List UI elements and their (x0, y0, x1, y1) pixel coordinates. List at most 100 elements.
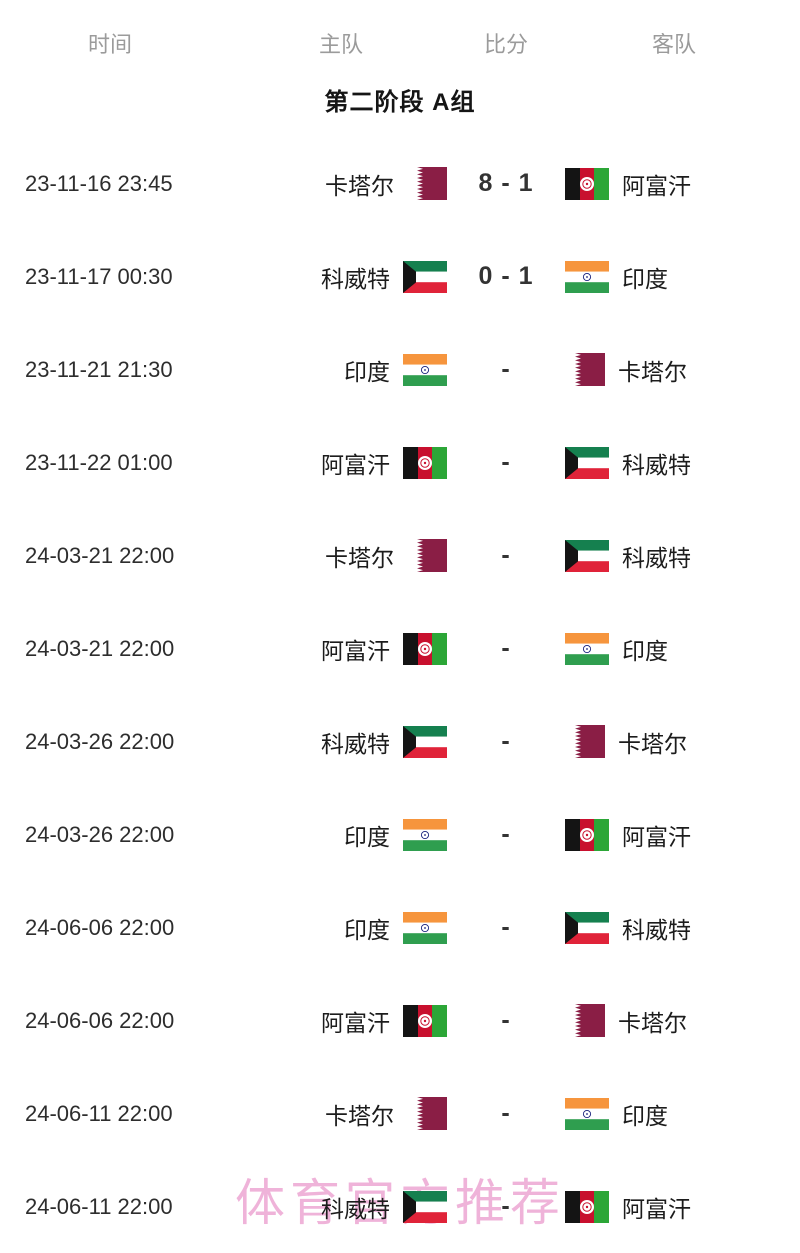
away-team-name: 科威特 (622, 544, 691, 571)
flag-qatar-icon (407, 539, 447, 572)
home-team: 科威特 (195, 260, 447, 294)
home-team-name: 科威特 (321, 730, 390, 757)
flag-kuwait-icon (565, 911, 609, 944)
home-team-name: 印度 (344, 823, 390, 850)
away-team-name: 卡塔尔 (618, 730, 687, 757)
flag-india-icon (565, 1097, 609, 1130)
match-score: - (501, 727, 511, 755)
home-team: 阿富汗 (195, 1004, 447, 1038)
away-team: 印度 (565, 260, 800, 294)
home-team-name: 科威特 (321, 265, 390, 292)
away-team-name: 印度 (622, 1102, 668, 1129)
match-row[interactable]: 24-03-26 22:00 科威特 - 卡塔尔 (0, 695, 800, 788)
away-team-name: 印度 (622, 637, 668, 664)
away-team: 科威特 (565, 446, 800, 480)
header-away: 客队 (651, 32, 696, 57)
home-team: 阿富汗 (195, 446, 447, 480)
away-team: 阿富汗 (565, 167, 800, 201)
match-row[interactable]: 23-11-21 21:30 印度 - 卡塔尔 (0, 323, 800, 416)
match-time: 23-11-16 23:45 (25, 170, 173, 196)
table-header: 时间 主队 比分 客队 (0, 0, 800, 74)
flag-qatar-icon (565, 725, 605, 758)
match-time: 24-03-26 22:00 (25, 728, 175, 754)
match-time: 24-03-21 22:00 (25, 542, 175, 568)
flag-qatar-icon (565, 1004, 605, 1037)
away-team: 阿富汗 (565, 1190, 800, 1224)
flag-kuwait-icon (565, 446, 609, 479)
away-team-name: 阿富汗 (622, 172, 691, 199)
away-team-name: 印度 (622, 265, 668, 292)
match-row[interactable]: 24-06-11 22:00 卡塔尔 - 印度 (0, 1067, 800, 1160)
home-team: 科威特 (195, 725, 447, 759)
match-score: 8 - 1 (478, 169, 534, 197)
match-score: - (501, 820, 511, 848)
flag-kuwait-icon (565, 539, 609, 572)
flag-kuwait-icon (403, 725, 447, 758)
away-team: 卡塔尔 (565, 1004, 800, 1038)
flag-india-icon (403, 818, 447, 851)
match-score: - (501, 1099, 511, 1127)
match-time: 23-11-17 00:30 (25, 263, 173, 289)
home-team-name: 卡塔尔 (325, 172, 394, 199)
match-score: - (501, 913, 511, 941)
match-score: - (501, 1006, 511, 1034)
match-row[interactable]: 24-06-11 22:00 科威特 - 阿富汗 (0, 1160, 800, 1253)
match-time: 24-03-21 22:00 (25, 635, 175, 661)
flag-afghanistan-icon (565, 818, 609, 851)
away-team-name: 科威特 (622, 451, 691, 478)
flag-india-icon (403, 353, 447, 386)
away-team-name: 科威特 (622, 916, 691, 943)
flag-qatar-icon (565, 353, 605, 386)
match-row[interactable]: 23-11-17 00:30 科威特 0 - 1 印度 (0, 230, 800, 323)
home-team-name: 卡塔尔 (325, 544, 394, 571)
match-row[interactable]: 23-11-16 23:45 卡塔尔 8 - 1 阿富汗 (0, 137, 800, 230)
match-time: 23-11-22 01:00 (25, 449, 173, 475)
home-team-name: 阿富汗 (321, 637, 390, 664)
home-team: 卡塔尔 (195, 167, 447, 201)
flag-india-icon (403, 911, 447, 944)
match-row[interactable]: 24-03-21 22:00 阿富汗 - 印度 (0, 602, 800, 695)
away-team: 卡塔尔 (565, 725, 800, 759)
match-time: 23-11-21 21:30 (25, 356, 173, 382)
match-score: - (501, 541, 511, 569)
match-score: - (501, 355, 511, 383)
home-team-name: 印度 (344, 916, 390, 943)
match-row[interactable]: 24-03-21 22:00 卡塔尔 - 科威特 (0, 509, 800, 602)
match-score: 0 - 1 (478, 262, 534, 290)
match-list: 23-11-16 23:45 卡塔尔 8 - 1 阿富汗 23-11-17 00:30 科… (0, 137, 800, 1253)
flag-kuwait-icon (403, 1190, 447, 1223)
home-team: 阿富汗 (195, 632, 447, 666)
away-team-name: 阿富汗 (622, 823, 691, 850)
flag-kuwait-icon (403, 260, 447, 293)
home-team: 科威特 (195, 1190, 447, 1224)
away-team-name: 卡塔尔 (618, 358, 687, 385)
home-team-name: 阿富汗 (321, 1009, 390, 1036)
match-time: 24-06-06 22:00 (25, 914, 175, 940)
match-time: 24-06-11 22:00 (25, 1100, 173, 1126)
match-row[interactable]: 24-03-26 22:00 印度 - 阿富汗 (0, 788, 800, 881)
home-team: 印度 (195, 911, 447, 945)
match-time: 24-06-06 22:00 (25, 1007, 175, 1033)
away-team-name: 阿富汗 (622, 1195, 691, 1222)
home-team: 印度 (195, 353, 447, 387)
match-score: - (501, 1192, 511, 1220)
away-team: 科威特 (565, 911, 800, 945)
match-score: - (501, 448, 511, 476)
flag-india-icon (565, 260, 609, 293)
home-team: 印度 (195, 818, 447, 852)
flag-india-icon (565, 632, 609, 665)
flag-qatar-icon (407, 1097, 447, 1130)
home-team-name: 印度 (344, 358, 390, 385)
match-row[interactable]: 24-06-06 22:00 阿富汗 - 卡塔尔 (0, 974, 800, 1067)
match-time: 24-06-11 22:00 (25, 1193, 173, 1219)
flag-afghanistan-icon (565, 167, 609, 200)
flag-afghanistan-icon (403, 1004, 447, 1037)
header-home: 主队 (318, 32, 363, 57)
home-team: 卡塔尔 (195, 539, 447, 573)
away-team: 卡塔尔 (565, 353, 800, 387)
match-row[interactable]: 23-11-22 01:00 阿富汗 - 科威特 (0, 416, 800, 509)
section-title: 第二阶段 A组 (324, 88, 476, 116)
match-row[interactable]: 24-06-06 22:00 印度 - 科威特 (0, 881, 800, 974)
flag-afghanistan-icon (403, 632, 447, 665)
home-team: 卡塔尔 (195, 1097, 447, 1131)
